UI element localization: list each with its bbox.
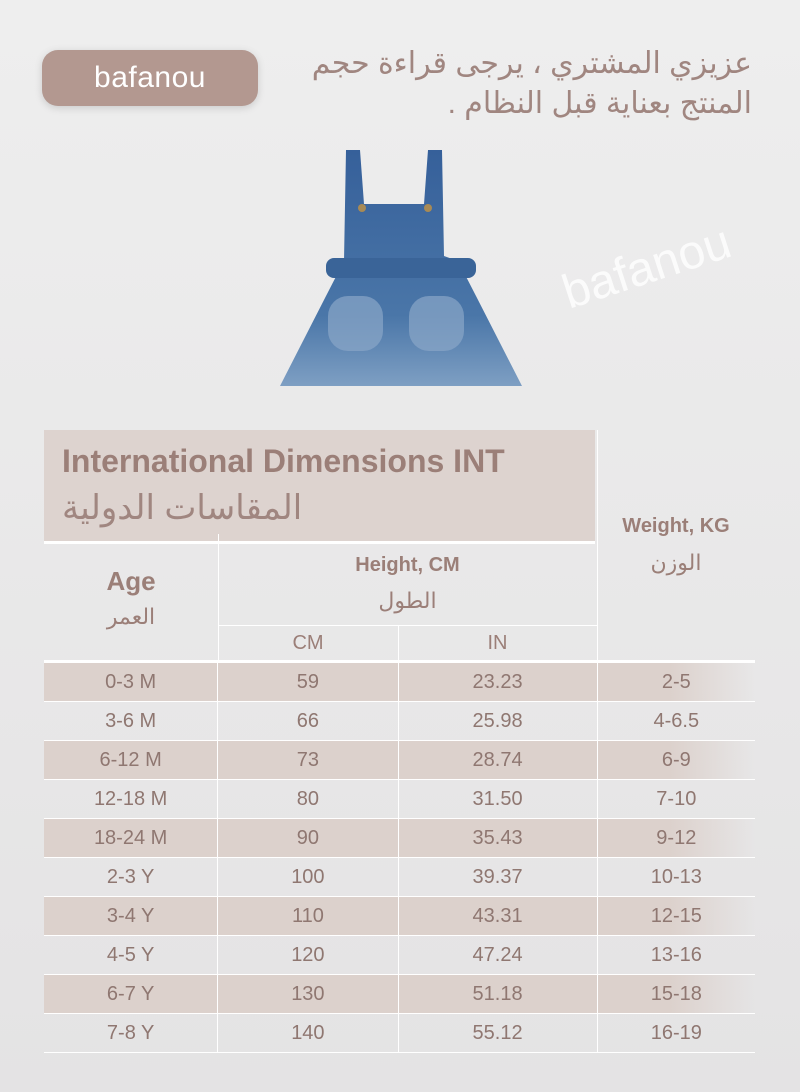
cell-height-cm: 140 <box>218 1014 399 1052</box>
intro-text: عزيزي المشتري ، يرجى قراءة حجم المنتج بع… <box>311 47 752 120</box>
header-cm: CM <box>292 632 324 654</box>
table-title-en: International Dimensions INT <box>62 443 505 479</box>
cell-age: 6-7 Y <box>44 975 219 1013</box>
table-row: 6-7 Y 130 51.18 15-18 <box>44 975 755 1014</box>
cell-height-cm: 73 <box>218 741 399 779</box>
table-row: 4-5 Y 120 47.24 13-16 <box>44 936 755 975</box>
header-age-en: Age <box>106 566 156 596</box>
cell-age: 7-8 Y <box>44 1014 219 1052</box>
divider <box>218 625 597 626</box>
divider <box>44 660 755 663</box>
cell-height-in: 47.24 <box>399 936 598 974</box>
product-image-denim-dress <box>280 150 522 386</box>
cell-age: 12-18 M <box>44 780 219 818</box>
cell-age: 3-4 Y <box>44 897 219 935</box>
cell-height-cm: 100 <box>218 858 399 896</box>
divider <box>44 541 595 544</box>
table-title-box: International Dimensions INT المقاسات ال… <box>44 430 595 542</box>
table-row: 3-4 Y 110 43.31 12-15 <box>44 897 755 936</box>
cell-weight: 7-10 <box>656 787 697 810</box>
cell-height-in: 43.31 <box>399 897 598 935</box>
header-height-en: Height, CM <box>355 554 460 576</box>
cell-weight: 13-16 <box>650 943 702 966</box>
cell-weight: 10-13 <box>650 865 702 888</box>
cell-height-in: 31.50 <box>399 780 598 818</box>
cell-height-in: 23.23 <box>399 663 598 701</box>
cell-age: 3-6 M <box>44 702 219 740</box>
divider <box>218 534 219 662</box>
cell-height-in: 35.43 <box>399 819 598 857</box>
cell-age: 6-12 M <box>44 741 219 779</box>
cell-age: 18-24 M <box>44 819 219 857</box>
cell-age: 4-5 Y <box>44 936 219 974</box>
table-title-ar: المقاسات الدولية <box>62 489 303 527</box>
cell-height-cm: 130 <box>218 975 399 1013</box>
header-weight-ar: الوزن <box>650 550 702 575</box>
cell-weight: 4-6.5 <box>653 709 700 732</box>
cell-weight: 15-18 <box>650 982 702 1005</box>
cell-height-in: 39.37 <box>399 858 598 896</box>
header-height-ar: الطول <box>378 588 437 613</box>
header-weight-en: Weight, KG <box>622 515 730 537</box>
table-row: 18-24 M 90 35.43 9-12 <box>44 819 755 858</box>
cell-weight: 2-5 <box>661 670 691 693</box>
cell-weight: 9-12 <box>656 826 697 849</box>
cell-height-cm: 110 <box>218 897 399 935</box>
table-row: 0-3 M 59 23.23 2-5 <box>44 663 755 702</box>
brand-logo: bafanou <box>42 50 258 106</box>
cell-height-in: 55.12 <box>399 1014 598 1052</box>
cell-height-cm: 59 <box>218 663 399 701</box>
cell-weight: 6-9 <box>661 748 691 771</box>
cell-height-in: 25.98 <box>399 702 598 740</box>
table-row: 6-12 M 73 28.74 6-9 <box>44 741 755 780</box>
cell-age: 0-3 M <box>44 663 219 701</box>
cell-height-in: 28.74 <box>399 741 598 779</box>
table-row: 12-18 M 80 31.50 7-10 <box>44 780 755 819</box>
header-age-ar: العمر <box>106 604 156 629</box>
cell-age: 2-3 Y <box>44 858 219 896</box>
table-row: 7-8 Y 140 55.12 16-19 <box>44 1014 755 1053</box>
table-row: 3-6 M 66 25.98 4-6.5 <box>44 702 755 741</box>
divider <box>597 430 598 662</box>
cell-weight: 16-19 <box>650 1021 702 1044</box>
cell-height-cm: 120 <box>218 936 399 974</box>
cell-height-in: 51.18 <box>399 975 598 1013</box>
cell-weight: 12-15 <box>650 904 702 927</box>
header-in: IN <box>487 632 508 654</box>
table-row: 2-3 Y 100 39.37 10-13 <box>44 858 755 897</box>
divider <box>398 626 399 662</box>
cell-height-cm: 80 <box>218 780 399 818</box>
cell-height-cm: 66 <box>218 702 399 740</box>
cell-height-cm: 90 <box>218 819 399 857</box>
